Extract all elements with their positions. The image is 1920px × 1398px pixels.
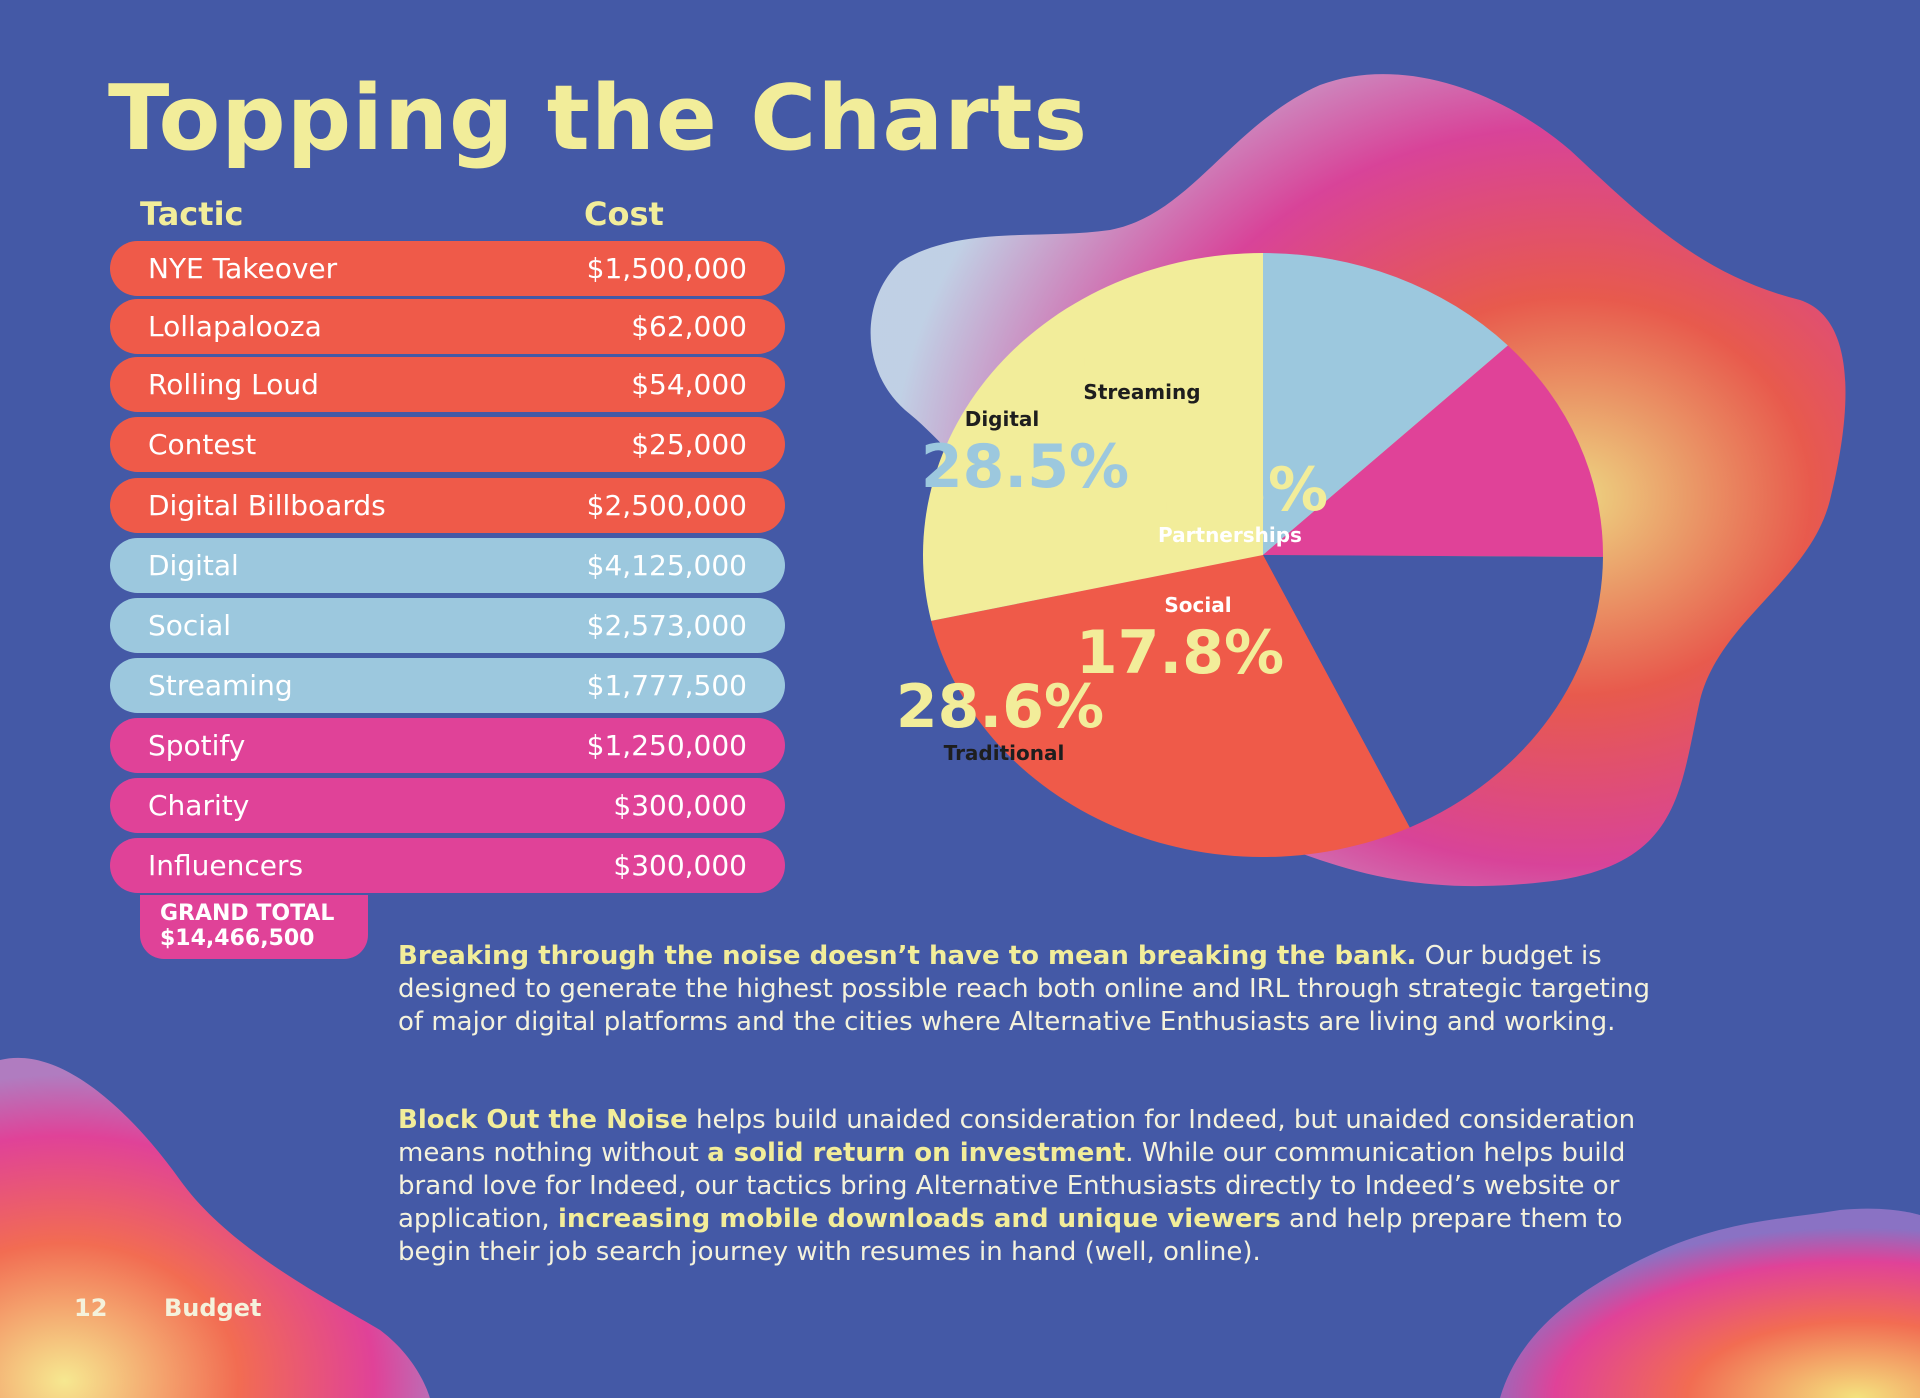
tactic-cell: Contest bbox=[148, 428, 257, 461]
paragraph-2-bold-3: increasing mobile downloads and unique v… bbox=[557, 1204, 1281, 1234]
table-row: Social $2,573,000 bbox=[110, 598, 785, 653]
tactic-cell: Influencers bbox=[148, 849, 304, 882]
grand-total-value: $14,466,500 bbox=[160, 926, 315, 951]
paragraph-1-bold: Breaking through the noise doesn’t have … bbox=[398, 941, 1417, 971]
paragraph-1: Breaking through the noise doesn’t have … bbox=[398, 940, 1668, 1039]
table-row: Contest $25,000 bbox=[110, 417, 785, 472]
tactic-cell: Social bbox=[148, 609, 232, 642]
table-header-tactic: Tactic bbox=[140, 195, 244, 233]
bottom-right-blob bbox=[1500, 1208, 1920, 1398]
tactic-cell: Lollapalooza bbox=[148, 310, 322, 343]
tactic-cell: Charity bbox=[148, 789, 250, 822]
page-title: Topping the Charts bbox=[108, 66, 1089, 171]
bottom-left-blob bbox=[0, 1057, 430, 1398]
table-row: NYE Takeover $1,500,000 bbox=[110, 241, 785, 296]
cost-cell: $300,000 bbox=[613, 849, 747, 882]
section-label: Budget bbox=[164, 1294, 262, 1322]
cost-cell: $2,500,000 bbox=[586, 489, 747, 522]
paragraph-2: Block Out the Noise helps build unaided … bbox=[398, 1104, 1668, 1269]
tactic-cell: Digital bbox=[148, 549, 239, 582]
table-row: Influencers $300,000 bbox=[110, 838, 785, 893]
cost-cell: $54,000 bbox=[631, 368, 747, 401]
cost-cell: $1,777,500 bbox=[586, 669, 747, 702]
paragraph-2-text-2: . While our communication helps build br… bbox=[398, 1138, 1626, 1234]
page-number: 12 bbox=[74, 1294, 108, 1322]
table-row: Rolling Loud $54,000 bbox=[110, 357, 785, 412]
grand-total-label: GRAND TOTAL bbox=[160, 901, 335, 926]
table-row: Digital $4,125,000 bbox=[110, 538, 785, 593]
tactic-cell: Spotify bbox=[148, 729, 246, 762]
cost-cell: $25,000 bbox=[631, 428, 747, 461]
cost-cell: $300,000 bbox=[613, 789, 747, 822]
cost-cell: $1,500,000 bbox=[586, 252, 747, 285]
table-header-cost: Cost bbox=[584, 195, 664, 233]
table-row: Lollapalooza $62,000 bbox=[110, 299, 785, 354]
tactic-cell: NYE Takeover bbox=[148, 252, 338, 285]
tactic-cell: Streaming bbox=[148, 669, 293, 702]
tactic-cell: Rolling Loud bbox=[148, 368, 319, 401]
table-row: Spotify $1,250,000 bbox=[110, 718, 785, 773]
paragraph-1-text: Our budget is designed to generate the h… bbox=[398, 941, 1650, 1037]
table-row: Digital Billboards $2,500,000 bbox=[110, 478, 785, 533]
cost-cell: $62,000 bbox=[631, 310, 747, 343]
cost-cell: $4,125,000 bbox=[586, 549, 747, 582]
table-row: Streaming $1,777,500 bbox=[110, 658, 785, 713]
table-row: Charity $300,000 bbox=[110, 778, 785, 833]
paragraph-2-text-1: helps build unaided consideration for In… bbox=[398, 1105, 1636, 1168]
paragraph-2-bold-2: a solid return on investment bbox=[707, 1138, 1126, 1168]
paragraph-2-bold-1: Block Out the Noise bbox=[398, 1105, 688, 1135]
cost-cell: $2,573,000 bbox=[586, 609, 747, 642]
tactic-cell: Digital Billboards bbox=[148, 489, 386, 522]
cost-cell: $1,250,000 bbox=[586, 729, 747, 762]
top-right-blob bbox=[870, 74, 1846, 887]
paragraph-2-text-3: and help prepare them to begin their job… bbox=[398, 1204, 1623, 1267]
grand-total-badge: GRAND TOTAL $14,466,500 bbox=[140, 895, 368, 959]
